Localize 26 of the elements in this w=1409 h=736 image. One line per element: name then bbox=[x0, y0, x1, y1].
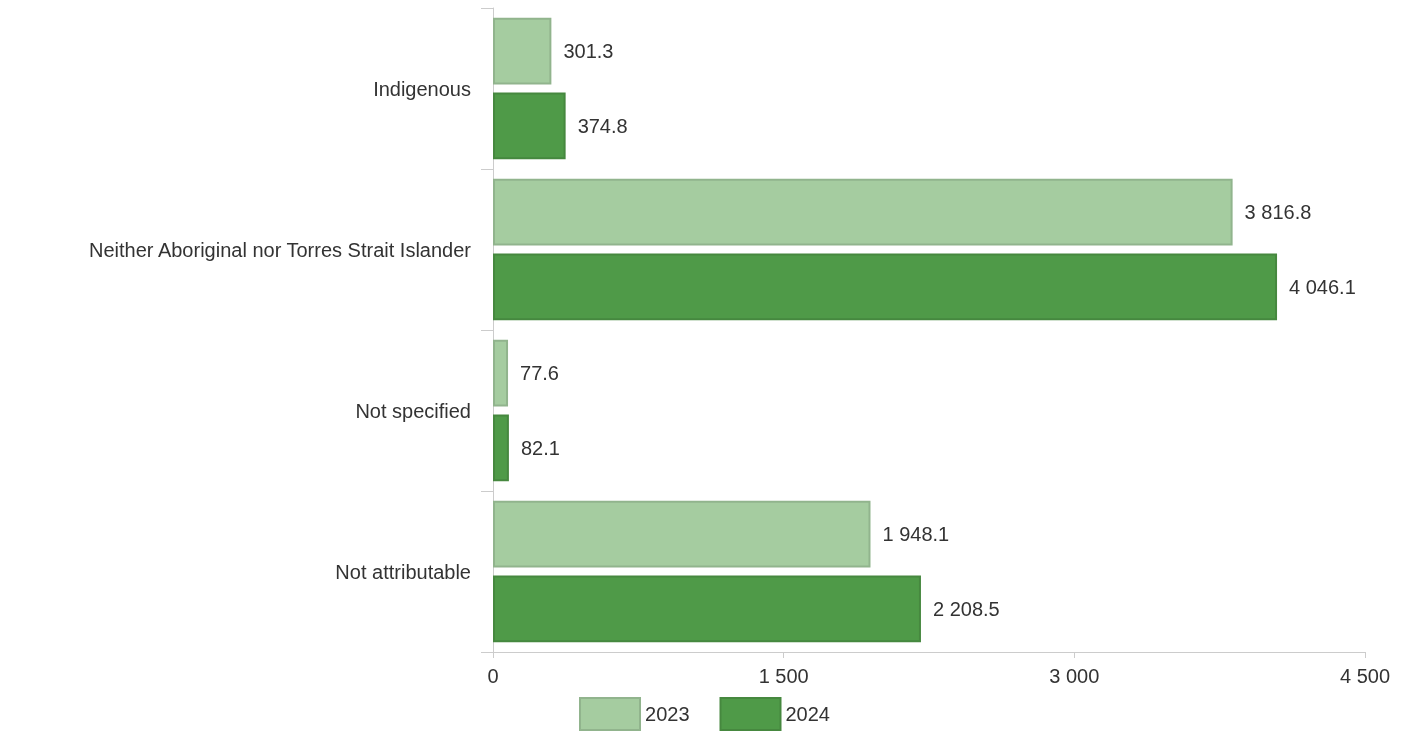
bar bbox=[493, 178, 1233, 246]
x-tick-label: 3 000 bbox=[1049, 665, 1100, 687]
y-tick-label: Neither Aboriginal nor Torres Strait Islander bbox=[88, 238, 472, 261]
bar bbox=[493, 253, 1278, 321]
bar bbox=[493, 339, 509, 407]
bar bbox=[493, 414, 509, 482]
y-tick-label: Not attributable bbox=[335, 560, 471, 583]
x-tick-label: 0 bbox=[487, 665, 499, 687]
data-label: 301.3 bbox=[563, 40, 614, 63]
y-tick-label: Not specified bbox=[355, 399, 471, 422]
data-label: 3 816.8 bbox=[1244, 201, 1312, 224]
bar bbox=[493, 500, 871, 568]
x-tick-label: 1 500 bbox=[758, 665, 809, 687]
data-label: 1 948.1 bbox=[882, 523, 950, 546]
data-label: 82.1 bbox=[520, 436, 560, 459]
data-label: 374.8 bbox=[577, 114, 628, 137]
x-tick-label: 4 500 bbox=[1339, 665, 1391, 687]
data-label: 77.6 bbox=[520, 362, 559, 385]
legend-label: 2023 bbox=[645, 703, 690, 725]
y-tick-label: Indigenous bbox=[373, 77, 471, 100]
bar bbox=[493, 575, 921, 643]
data-label: 4 046.1 bbox=[1289, 275, 1356, 298]
bar bbox=[493, 17, 552, 85]
data-label: 2 208.5 bbox=[932, 597, 1000, 620]
legend-label: 2024 bbox=[785, 703, 830, 725]
bar bbox=[493, 92, 566, 160]
